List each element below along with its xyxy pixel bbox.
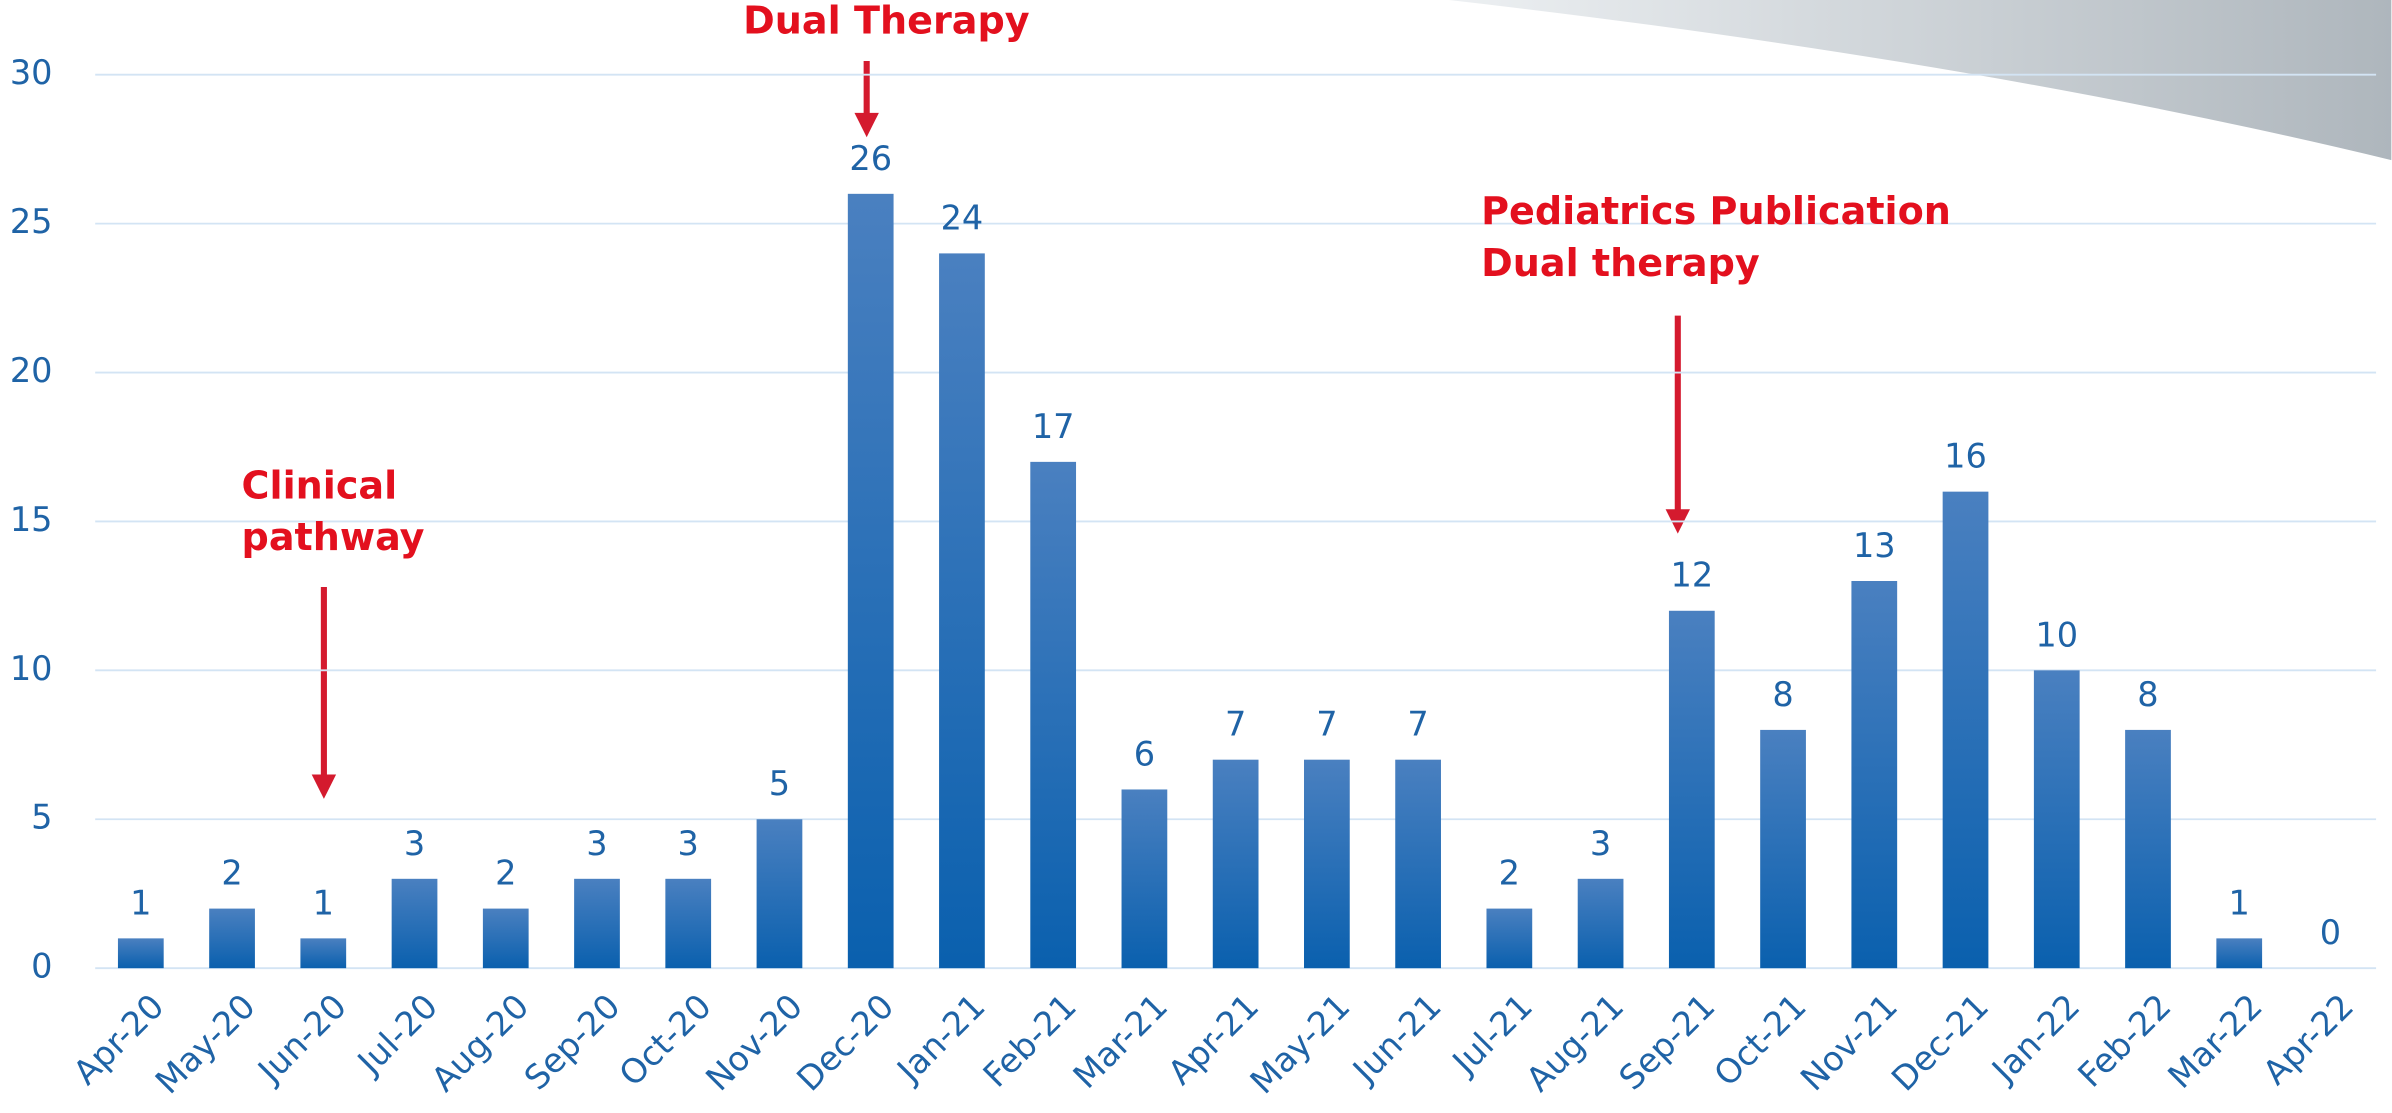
value-label: 8 [1772, 675, 1793, 714]
x-tick-label: Feb-22 [2070, 986, 2178, 1094]
annotation: Dual therapy [1481, 241, 1760, 285]
bar [2125, 729, 2171, 969]
bar [300, 938, 347, 969]
y-tick-label: 25 [10, 202, 53, 241]
bar [1030, 461, 1077, 969]
background-photo [1449, 0, 2392, 161]
bar [1851, 580, 1898, 969]
x-tick-label: Oct-21 [1706, 986, 1813, 1093]
bar [574, 878, 620, 969]
x-tick-label: Jan-21 [888, 986, 992, 1090]
bar [1121, 789, 1168, 969]
bar [2033, 670, 2080, 969]
bar [939, 253, 985, 969]
x-tick-label: Sep-21 [1611, 986, 1722, 1097]
y-tick-label: 20 [10, 351, 53, 390]
x-tick-label: Apr-22 [2255, 986, 2361, 1092]
value-label: 3 [404, 824, 425, 863]
y-tick-label: 5 [31, 798, 52, 837]
y-tick-label: 15 [10, 500, 53, 539]
x-tick-label: Mar-22 [2160, 986, 2270, 1096]
bar [1760, 729, 1806, 969]
value-label: 17 [1032, 407, 1075, 446]
value-label: 2 [1499, 854, 1520, 893]
bar [1486, 908, 1533, 969]
arrows [311, 60, 1690, 799]
value-label: 6 [1134, 734, 1155, 773]
value-label: 7 [1407, 705, 1428, 744]
bar [209, 908, 255, 969]
value-label: 1 [2229, 883, 2250, 922]
value-label: 7 [1225, 705, 1246, 744]
annotation: pathway [242, 515, 425, 559]
value-label: 2 [495, 854, 516, 893]
value-label: 3 [1590, 824, 1611, 863]
x-tick-label: May-21 [1243, 986, 1358, 1101]
y-tick-label: 30 [10, 53, 53, 92]
value-label: 24 [941, 198, 984, 237]
bar [1304, 759, 1350, 969]
value-label: 26 [849, 139, 892, 178]
bar [1577, 878, 1624, 969]
value-label: 1 [130, 883, 151, 922]
bar [117, 938, 164, 969]
value-label: 0 [2320, 913, 2341, 952]
value-label: 3 [586, 824, 607, 863]
bar [1395, 759, 1441, 969]
x-tick-label: Aug-21 [1519, 986, 1632, 1099]
x-tick-label: Jan-22 [1983, 986, 2087, 1090]
value-label: 13 [1853, 526, 1896, 565]
value-label: 3 [678, 824, 699, 863]
x-tick-label: Aug-20 [424, 986, 537, 1099]
x-tick-label: Feb-21 [976, 986, 1084, 1094]
x-tick-label: Mar-21 [1066, 986, 1176, 1096]
x-tick-label: Jun-20 [249, 986, 354, 1091]
bar [391, 878, 438, 969]
x-tick-label: Nov-21 [1793, 986, 1905, 1098]
x-tick-label: Jun-21 [1344, 986, 1449, 1091]
bar [847, 193, 894, 969]
x-tick-label: Nov-20 [698, 986, 810, 1098]
annotation: Clinical [242, 463, 398, 507]
value-label: 8 [2137, 675, 2158, 714]
value-label: 7 [1316, 705, 1337, 744]
x-tick-label: May-20 [148, 986, 263, 1101]
y-tick-label: 0 [31, 947, 52, 986]
value-label: 10 [2035, 615, 2078, 654]
annotation: Dual Therapy [743, 0, 1030, 42]
x-tick-label: Dec-21 [1884, 986, 1996, 1098]
value-label: 12 [1670, 556, 1713, 595]
value-label: 2 [221, 854, 242, 893]
bar [1212, 759, 1259, 969]
value-label: 5 [769, 764, 790, 803]
bar [756, 819, 803, 969]
x-tick-label: Dec-20 [789, 986, 901, 1098]
bar [1668, 610, 1715, 969]
value-label: 16 [1944, 437, 1987, 476]
bar [1942, 491, 1989, 969]
annotation: Pediatrics Publication [1481, 189, 1951, 233]
x-tick-label: Oct-20 [612, 986, 719, 1093]
bar [665, 878, 712, 969]
bar [2216, 938, 2263, 969]
x-tick-label: Sep-20 [517, 986, 628, 1097]
value-label: 1 [313, 883, 334, 922]
y-tick-label: 10 [10, 649, 53, 688]
bar [482, 908, 529, 969]
